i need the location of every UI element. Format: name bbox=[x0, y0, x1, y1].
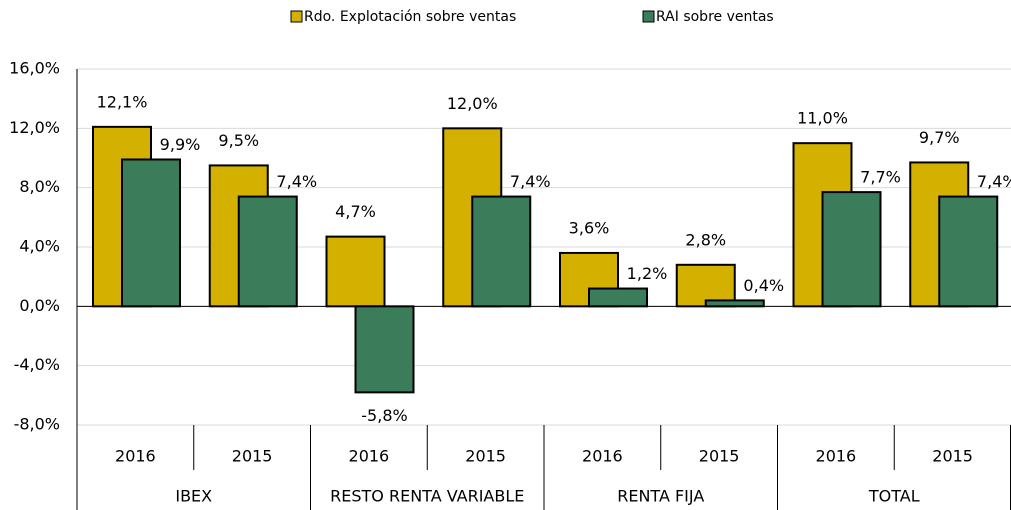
group-label: IBEX bbox=[175, 487, 212, 506]
y-tick-label: 0,0% bbox=[19, 296, 60, 315]
y-tick-label: -8,0% bbox=[14, 415, 60, 434]
value-label: 1,2% bbox=[627, 264, 668, 283]
x-tick-label: 2016 bbox=[349, 447, 390, 466]
value-label: 7,4% bbox=[977, 172, 1011, 191]
value-label: 12,1% bbox=[97, 92, 148, 111]
value-label: 3,6% bbox=[569, 218, 610, 237]
bar bbox=[354, 305, 415, 394]
value-label: 7,7% bbox=[860, 168, 901, 187]
x-tick-label: 2016 bbox=[582, 447, 623, 466]
x-tick-label: 2015 bbox=[699, 447, 740, 466]
bar bbox=[821, 191, 882, 308]
bar bbox=[121, 158, 181, 308]
x-tick-label: 2016 bbox=[816, 447, 857, 466]
legend-swatch bbox=[290, 10, 303, 23]
y-tick-label: 4,0% bbox=[19, 237, 60, 256]
bar bbox=[938, 195, 999, 308]
y-tick-label: 8,0% bbox=[19, 177, 60, 196]
y-tick-label: 16,0% bbox=[9, 59, 60, 78]
value-label: 9,7% bbox=[919, 128, 960, 147]
value-label: 4,7% bbox=[335, 202, 376, 221]
bar bbox=[237, 195, 298, 308]
value-label: 12,0% bbox=[447, 94, 498, 113]
value-label: 0,4% bbox=[743, 276, 784, 295]
value-label: 7,4% bbox=[276, 172, 317, 191]
bar bbox=[471, 195, 532, 308]
value-label: 2,8% bbox=[685, 230, 726, 249]
x-tick-label: 2015 bbox=[932, 447, 973, 466]
group-label: TOTAL bbox=[868, 487, 920, 506]
x-tick-label: 2015 bbox=[232, 447, 273, 466]
group-label: RESTO RENTA VARIABLE bbox=[330, 487, 524, 506]
y-tick-label: 12,0% bbox=[9, 118, 60, 137]
value-label: 9,5% bbox=[218, 131, 259, 150]
bar bbox=[325, 235, 386, 308]
value-label: 7,4% bbox=[510, 172, 551, 191]
legend-label: RAI sobre ventas bbox=[656, 9, 774, 25]
value-label: 11,0% bbox=[797, 109, 848, 128]
value-label: 9,9% bbox=[160, 135, 201, 154]
bar bbox=[704, 299, 765, 308]
legend-label: Rdo. Explotación sobre ventas bbox=[304, 9, 516, 25]
bar bbox=[588, 287, 648, 308]
x-tick-label: 2015 bbox=[465, 447, 506, 466]
group-label: RENTA FIJA bbox=[617, 487, 704, 506]
value-label: -5,8% bbox=[361, 406, 407, 425]
legend-swatch bbox=[642, 10, 655, 23]
x-tick-label: 2016 bbox=[115, 447, 156, 466]
y-tick-label: -4,0% bbox=[14, 355, 60, 374]
